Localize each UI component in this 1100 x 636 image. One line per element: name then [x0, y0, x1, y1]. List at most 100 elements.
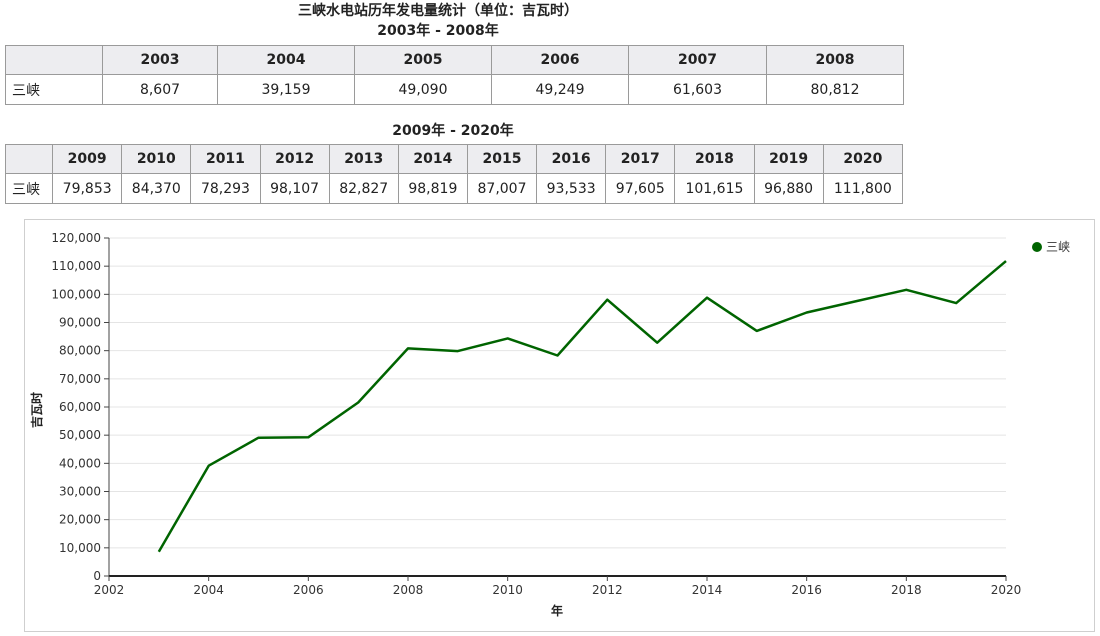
value-cell: 84,370 [121, 173, 192, 204]
year-header: 2012 [259, 144, 330, 174]
y-tick-label: 110,000 [51, 259, 101, 273]
data-point[interactable] [953, 300, 959, 306]
table-row: 三峡 79,853 84,370 78,293 98,107 82,827 98… [4, 173, 904, 204]
value-cell: 61,603 [628, 74, 767, 105]
year-header: 2004 [217, 45, 355, 75]
value-cell: 97,605 [605, 173, 676, 204]
value-cell: 78,293 [190, 173, 261, 204]
y-axis: 0 10,000 20,000 30,000 40,000 50,000 60,000 70,… [51, 231, 110, 583]
value-cell: 8,607 [102, 74, 218, 105]
y-tick-label: 50,000 [59, 428, 101, 442]
y-tick-label: 40,000 [59, 456, 101, 470]
data-point[interactable] [206, 463, 212, 469]
x-axis-label: 年 [551, 603, 563, 618]
y-tick-label: 80,000 [59, 344, 101, 358]
x-tick-label: 2020 [991, 583, 1022, 597]
value-cell: 79,853 [52, 173, 123, 204]
y-tick-label: 60,000 [59, 400, 101, 414]
year-header: 2007 [628, 45, 767, 75]
data-point[interactable] [604, 297, 610, 303]
row-label: 三峡 [5, 74, 103, 105]
year-header: 2018 [674, 144, 755, 174]
y-tick-label: 120,000 [51, 231, 101, 245]
y-tick-label: 10,000 [59, 541, 101, 555]
data-point[interactable] [156, 549, 162, 555]
corner-cell [4, 144, 54, 174]
year-header: 2011 [190, 144, 261, 174]
value-cell: 96,880 [753, 173, 824, 204]
x-tick-label: 2018 [891, 583, 922, 597]
y-tick-label: 90,000 [59, 316, 101, 330]
data-point[interactable] [355, 399, 361, 405]
year-header: 2017 [605, 144, 676, 174]
x-tick-label: 2006 [293, 583, 324, 597]
year-header: 2005 [354, 45, 492, 75]
data-point[interactable] [704, 295, 710, 301]
year-header: 2015 [466, 144, 538, 174]
year-header: 2019 [753, 144, 824, 174]
year-header: 2013 [328, 144, 399, 174]
value-cell: 93,533 [536, 173, 607, 204]
series-group [156, 258, 1009, 555]
table-2009-2020: 2009 2010 2011 2012 2013 2014 2015 2016 … [4, 144, 904, 204]
value-cell: 101,615 [674, 173, 755, 204]
year-header: 2010 [121, 144, 192, 174]
line-chart: 0 10,000 20,000 30,000 40,000 50,000 60,000 70,… [29, 231, 1070, 618]
page-title: 三峡水电站历年发电量统计（单位：吉瓦时） [298, 3, 578, 19]
value-cell: 111,800 [822, 173, 904, 204]
data-point[interactable] [305, 434, 311, 440]
legend[interactable]: 三峡 [1032, 240, 1070, 254]
table1-caption: 2003年 - 2008年 [377, 23, 499, 39]
year-header: 2016 [536, 144, 607, 174]
data-point[interactable] [754, 328, 760, 334]
data-point[interactable] [256, 435, 262, 441]
x-tick-label: 2016 [791, 583, 822, 597]
data-point[interactable] [903, 287, 909, 293]
year-header: 2003 [102, 45, 218, 75]
y-tick-label: 30,000 [59, 485, 101, 499]
table-2003-2008: 2003 2004 2005 2006 2007 2008 三峡 8,607 3… [5, 45, 904, 105]
legend-label[interactable]: 三峡 [1046, 240, 1070, 254]
value-cell: 98,819 [397, 173, 468, 204]
table-header-row: 2009 2010 2011 2012 2013 2014 2015 2016 … [4, 144, 904, 174]
data-point[interactable] [555, 352, 561, 358]
year-header: 2020 [822, 144, 904, 174]
value-cell: 82,827 [328, 173, 399, 204]
x-tick-label: 2010 [492, 583, 523, 597]
x-tick-label: 2014 [692, 583, 723, 597]
x-tick-label: 2008 [393, 583, 424, 597]
data-point[interactable] [455, 348, 461, 354]
value-cell: 87,007 [466, 173, 538, 204]
legend-marker [1032, 242, 1042, 252]
data-point[interactable] [854, 298, 860, 304]
x-tick-label: 2012 [592, 583, 623, 597]
row-label: 三峡 [4, 173, 54, 204]
year-header: 2014 [397, 144, 468, 174]
year-header: 2008 [766, 45, 904, 75]
value-cell: 49,249 [491, 74, 629, 105]
table-header-row: 2003 2004 2005 2006 2007 2008 [5, 45, 904, 75]
data-point[interactable] [1003, 258, 1009, 264]
table2-caption: 2009年 - 2020年 [392, 123, 514, 139]
value-cell: 98,107 [259, 173, 330, 204]
x-tick-label: 2002 [94, 583, 125, 597]
value-cell: 39,159 [217, 74, 355, 105]
value-cell: 80,812 [766, 74, 904, 105]
value-cell: 49,090 [354, 74, 492, 105]
data-point[interactable] [654, 340, 660, 346]
y-tick-label: 70,000 [59, 372, 101, 386]
grid-lines [109, 237, 1006, 549]
y-tick-label: 20,000 [59, 513, 101, 527]
chart-panel: 0 10,000 20,000 30,000 40,000 50,000 60,000 70,… [24, 219, 1095, 632]
table-row: 三峡 8,607 39,159 49,090 49,249 61,603 80,… [5, 74, 904, 105]
x-axis: 2002 2004 2006 2008 2010 2012 2014 2016 2018 2020 [94, 575, 1022, 597]
y-tick-label: 100,000 [51, 287, 101, 301]
data-point[interactable] [804, 310, 810, 316]
data-point[interactable] [505, 335, 511, 341]
series-line [157, 260, 1007, 553]
x-tick-label: 2004 [193, 583, 224, 597]
y-tick-label: 0 [93, 569, 101, 583]
data-point[interactable] [405, 345, 411, 351]
corner-cell [5, 45, 103, 75]
year-header: 2009 [52, 144, 123, 174]
